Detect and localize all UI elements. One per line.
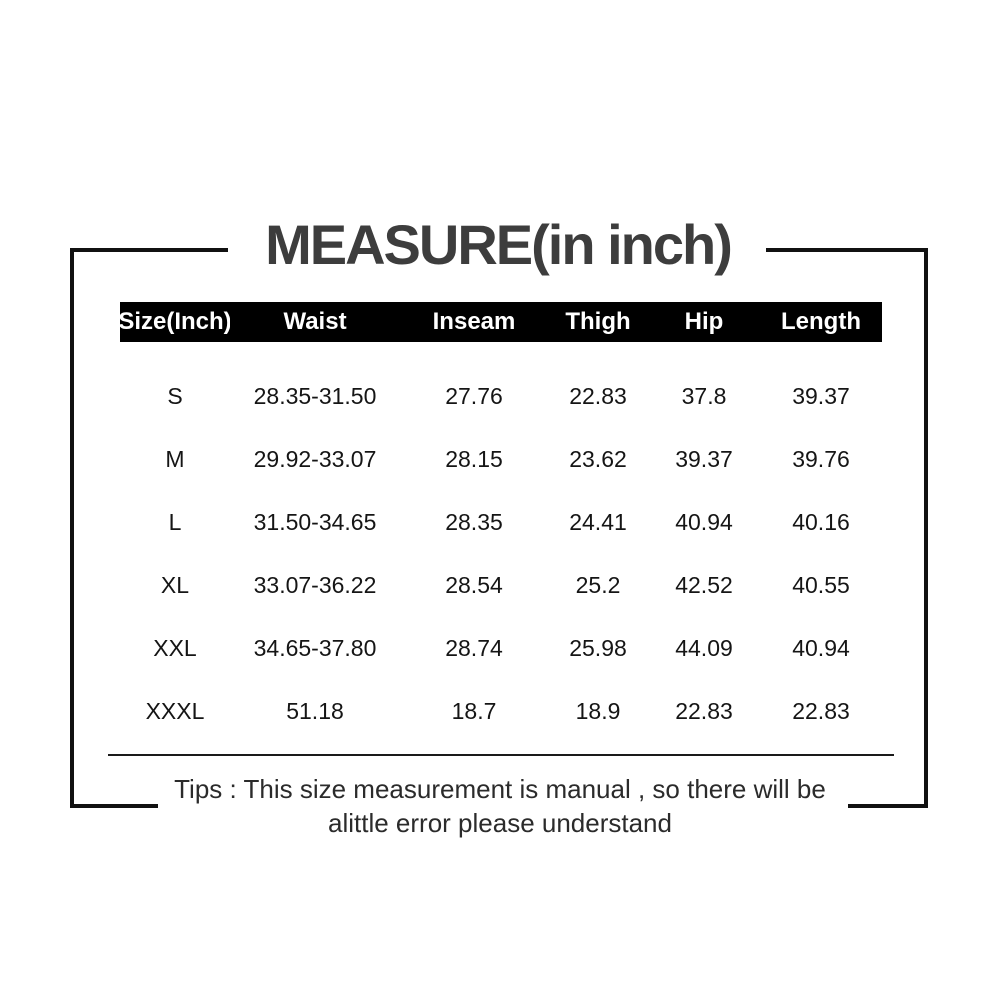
- row-xxl-waist: 34.65-37.80: [253, 635, 377, 661]
- column-header-size: Size(Inch): [118, 302, 232, 342]
- row-l-thigh: 24.41: [569, 509, 627, 535]
- row-l-size: L: [168, 509, 182, 535]
- row-l-waist: 31.50-34.65: [253, 509, 377, 535]
- row-l-hip: 40.94: [675, 509, 733, 535]
- row-xxl-thigh: 25.98: [569, 635, 627, 661]
- row-xxxl-waist: 51.18: [286, 698, 344, 724]
- column-header-thigh: Thigh: [548, 302, 648, 342]
- row-xl-inseam: 28.54: [445, 572, 503, 598]
- row-xl-size: XL: [160, 572, 190, 598]
- row-s-inseam: 27.76: [445, 383, 503, 409]
- row-l-length: 40.16: [792, 509, 850, 535]
- row-xxl-inseam: 28.74: [445, 635, 503, 661]
- page-title: MEASURE(in inch): [265, 213, 733, 276]
- frame-bottom-left-line: [70, 804, 158, 808]
- row-l-inseam: 28.35: [445, 509, 503, 535]
- frame-bottom-right-line: [848, 804, 928, 808]
- column-header-inseam: Inseam: [400, 302, 548, 342]
- row-m-thigh: 23.62: [569, 446, 627, 472]
- row-xl-hip: 42.52: [675, 572, 733, 598]
- tips-line-1: Tips : This size measurement is manual ,…: [174, 774, 826, 804]
- row-xxxl-length: 22.83: [792, 698, 850, 724]
- row-s-size: S: [167, 383, 183, 409]
- tips-note: Tips : This size measurement is manual ,…: [0, 772, 1000, 840]
- column-header-hip: Hip: [648, 302, 760, 342]
- row-m-inseam: 28.15: [445, 446, 503, 472]
- frame-top-right-line: [766, 248, 928, 252]
- row-s-thigh: 22.83: [569, 383, 627, 409]
- row-xxl-hip: 44.09: [675, 635, 733, 661]
- row-m-length: 39.76: [792, 446, 850, 472]
- frame-top-left-line: [70, 248, 228, 252]
- row-xl-thigh: 25.2: [575, 572, 621, 598]
- row-xxxl-hip: 22.83: [675, 698, 733, 724]
- row-xxxl-size: XXXL: [145, 698, 205, 724]
- tips-line-2: alittle error please understand: [328, 808, 672, 838]
- column-header-length: Length: [760, 302, 882, 342]
- column-header-waist: Waist: [230, 302, 400, 342]
- row-s-waist: 28.35-31.50: [253, 383, 377, 409]
- row-m-waist: 29.92-33.07: [253, 446, 377, 472]
- row-xl-length: 40.55: [792, 572, 850, 598]
- row-xl-waist: 33.07-36.22: [253, 572, 377, 598]
- size-table: Size(Inch) Waist Inseam Thigh Hip Length…: [118, 302, 882, 743]
- row-xxxl-inseam: 18.7: [451, 698, 497, 724]
- row-xxl-size: XXL: [153, 635, 197, 661]
- row-s-hip: 37.8: [681, 383, 727, 409]
- row-xxl-length: 40.94: [792, 635, 850, 661]
- tips-separator-line: [108, 754, 894, 756]
- row-s-length: 39.37: [792, 383, 850, 409]
- row-xxxl-thigh: 18.9: [575, 698, 621, 724]
- frame-right-line: [924, 248, 928, 808]
- row-m-size: M: [165, 446, 185, 472]
- row-m-hip: 39.37: [675, 446, 733, 472]
- frame-left-line: [70, 248, 74, 808]
